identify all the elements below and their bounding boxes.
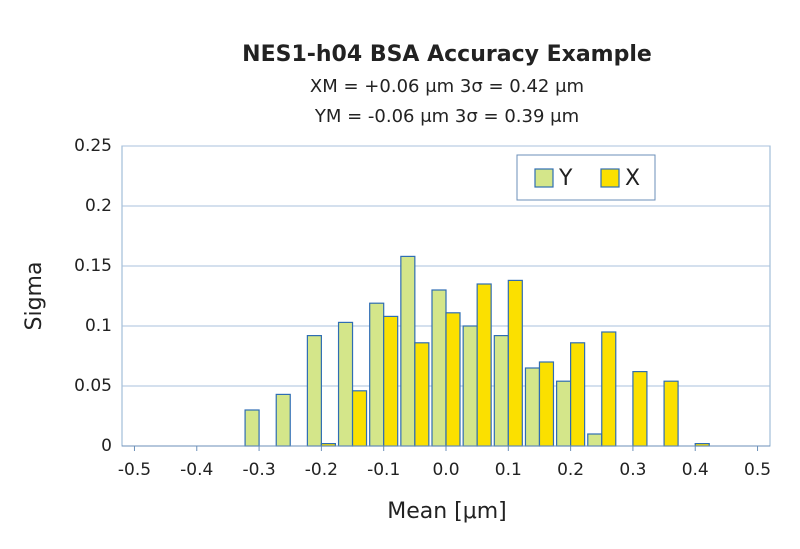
bar bbox=[601, 331, 617, 447]
x-tick-label: 0.4 bbox=[682, 460, 709, 480]
bar bbox=[306, 335, 322, 447]
y-tick-label: 0.25 bbox=[74, 136, 112, 156]
x-tick-label: 0.5 bbox=[744, 460, 771, 480]
bar bbox=[632, 371, 648, 447]
bar bbox=[476, 283, 492, 447]
x-tick-label: -0.2 bbox=[305, 460, 338, 480]
bar bbox=[587, 433, 603, 447]
legend-swatch bbox=[600, 168, 620, 188]
x-tick-label: -0.1 bbox=[367, 460, 400, 480]
bar bbox=[462, 325, 478, 447]
x-tick-label: 0.1 bbox=[495, 460, 522, 480]
legend-label: Y bbox=[558, 166, 573, 191]
bar bbox=[507, 279, 523, 447]
bar bbox=[337, 321, 354, 447]
y-tick-label: 0.05 bbox=[74, 376, 112, 396]
bar bbox=[524, 367, 541, 447]
bar bbox=[244, 409, 260, 447]
bar bbox=[369, 302, 385, 447]
x-tick-label: 0.3 bbox=[619, 460, 646, 480]
bar bbox=[570, 342, 586, 447]
x-tick-label: 0.0 bbox=[432, 460, 459, 480]
x-tick-label: -0.5 bbox=[118, 460, 151, 480]
x-tick-label: 0.2 bbox=[557, 460, 584, 480]
x-tick-label: -0.3 bbox=[242, 460, 275, 480]
x-axis-label: Mean [μm] bbox=[387, 499, 507, 524]
bar bbox=[538, 361, 555, 447]
bar bbox=[351, 390, 368, 447]
bar bbox=[383, 315, 399, 447]
chart-title: NES1-h04 BSA Accuracy Example bbox=[242, 42, 652, 67]
y-tick-label: 0 bbox=[101, 436, 112, 456]
bar bbox=[400, 255, 416, 447]
bar bbox=[275, 393, 291, 447]
y-axis-label: Sigma bbox=[22, 262, 47, 331]
bar bbox=[445, 312, 461, 447]
bar bbox=[431, 289, 447, 447]
bar bbox=[493, 335, 509, 447]
chart-subtitle: XM = +0.06 μm 3σ = 0.42 μm bbox=[310, 76, 584, 97]
chart-subtitle: YM = -0.06 μm 3σ = 0.39 μm bbox=[314, 106, 579, 127]
y-tick-label: 0.2 bbox=[85, 196, 112, 216]
bar bbox=[414, 342, 430, 447]
y-tick-label: 0.15 bbox=[74, 256, 112, 276]
y-tick-label: 0.1 bbox=[85, 316, 112, 336]
legend-label: X bbox=[625, 166, 640, 191]
x-tick-label: -0.4 bbox=[180, 460, 213, 480]
bar bbox=[663, 380, 679, 447]
bar bbox=[556, 380, 572, 447]
legend-swatch bbox=[534, 168, 554, 188]
